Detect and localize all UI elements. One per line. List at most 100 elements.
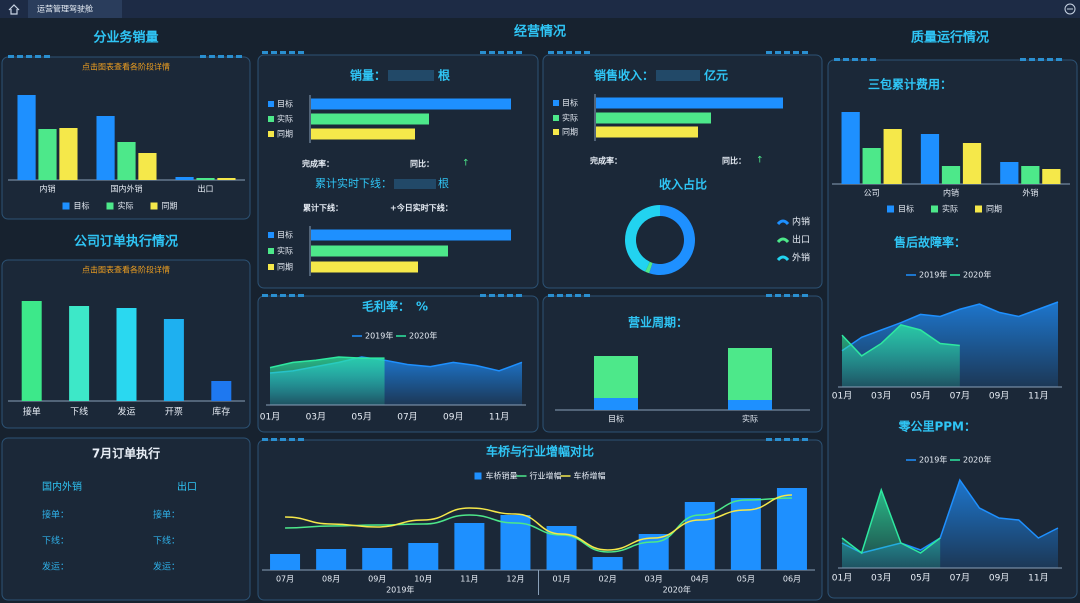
- header-dash: [298, 51, 304, 54]
- group-label: 2019年: [386, 585, 414, 595]
- x-tick-label: 开票: [165, 407, 183, 418]
- area-fill: [270, 357, 385, 405]
- panel-title: 收入占比: [659, 177, 707, 192]
- header-dash: [566, 294, 572, 297]
- x-tick-label: 接单: [23, 406, 41, 418]
- header-dash: [507, 294, 513, 297]
- x-tick-label: 09月: [989, 391, 1009, 402]
- legend-swatch: [150, 202, 158, 210]
- row-label: 下线：: [153, 535, 180, 547]
- header-dash: [557, 294, 563, 297]
- bar-label: 实际: [562, 113, 578, 123]
- trend-arrow: ↑: [462, 159, 470, 169]
- x-tick-label: 下线: [70, 406, 88, 418]
- x-tick-label: 05月: [737, 575, 755, 584]
- header-dash: [289, 294, 295, 297]
- home-icon[interactable]: [8, 4, 20, 15]
- bar: [311, 113, 429, 125]
- header-dash: [784, 294, 790, 297]
- bar-segment: [594, 356, 638, 398]
- header-dash: [852, 58, 858, 61]
- header-dash: [489, 294, 495, 297]
- header-dash: [289, 438, 295, 441]
- header-dash: [1038, 58, 1044, 61]
- header-dash: [218, 55, 224, 58]
- area-fill: [842, 490, 941, 568]
- section-title: 公司订单执行情况: [74, 234, 178, 250]
- header-dash: [262, 438, 268, 441]
- header-dash: [548, 51, 554, 54]
- legend-label: 内销: [792, 216, 810, 228]
- bar: [454, 523, 485, 570]
- header-dash: [298, 294, 304, 297]
- hint: 点击图表查看各阶段详情: [82, 62, 170, 72]
- panel-title: 营业周期：: [628, 315, 688, 330]
- header-dash: [271, 294, 277, 297]
- header-dash: [227, 55, 233, 58]
- hint: 点击图表查看各阶段详情: [82, 265, 170, 275]
- kpi-label: 同比：: [410, 159, 434, 169]
- bar: [196, 178, 215, 180]
- bar: [1021, 166, 1040, 184]
- kpi-label: 完成率：: [302, 159, 334, 169]
- bar: [117, 142, 136, 180]
- line: [285, 497, 792, 553]
- x-tick-label: 09月: [368, 575, 386, 584]
- header-dash: [280, 51, 286, 54]
- header-dash: [8, 55, 14, 58]
- legend-label: 车桥销量: [486, 471, 518, 481]
- legend-swatch: [268, 131, 274, 137]
- donut-segment: [625, 205, 660, 272]
- header-dash: [289, 51, 295, 54]
- menu-icon[interactable]: [1064, 3, 1076, 15]
- x-tick-label: 07月: [397, 412, 417, 423]
- top-bar: [0, 0, 1080, 18]
- bar: [96, 116, 115, 180]
- legend-label: 实际: [942, 204, 958, 214]
- header-dash: [793, 438, 799, 441]
- panel-title: 车桥与行业增幅对比: [486, 444, 594, 459]
- line: [841, 323, 960, 357]
- section-title: 质量运行情况: [911, 30, 989, 46]
- legend-label: 目标: [74, 201, 90, 211]
- bar: [841, 112, 860, 184]
- legend-swatch: [975, 205, 982, 213]
- header-dash: [784, 51, 790, 54]
- x-tick-label: 03月: [306, 412, 326, 423]
- bar: [962, 143, 982, 184]
- bar-segment: [594, 398, 638, 410]
- section-title: 经营情况: [514, 24, 566, 40]
- bar-label: 实际: [277, 114, 293, 124]
- trend-arrow: ↑: [756, 156, 764, 166]
- legend-icon: [776, 255, 790, 262]
- header-dash: [1029, 58, 1035, 61]
- bar-label: 同期: [562, 128, 578, 137]
- section-title: 分业务销量: [93, 30, 158, 46]
- legend-swatch: [553, 129, 559, 135]
- x-tick-label: 公司: [864, 189, 880, 198]
- x-tick-label: 03月: [871, 391, 891, 402]
- bar-label: 同期: [277, 130, 293, 139]
- bar: [596, 97, 783, 109]
- legend-swatch: [887, 205, 894, 213]
- panel-title: 毛利率：: [362, 299, 410, 314]
- legend-swatch: [62, 202, 70, 210]
- legend-label: 行业增幅: [530, 471, 562, 481]
- x-tick-label: 03月: [645, 575, 663, 584]
- header-dash: [1056, 58, 1062, 61]
- x-tick-label: 出口: [198, 184, 214, 194]
- header-dash: [793, 51, 799, 54]
- bar-label: 目标: [277, 230, 293, 240]
- header-dash: [280, 294, 286, 297]
- header-dash: [1047, 58, 1053, 61]
- header-dash: [766, 438, 772, 441]
- bar: [1042, 169, 1061, 184]
- tab[interactable]: [28, 0, 122, 18]
- header-dash: [271, 51, 277, 54]
- header-dash: [566, 51, 572, 54]
- bar: [311, 261, 418, 273]
- legend-label: 车桥增幅: [574, 471, 606, 481]
- legend-label: 实际: [118, 201, 134, 211]
- bar: [175, 177, 194, 180]
